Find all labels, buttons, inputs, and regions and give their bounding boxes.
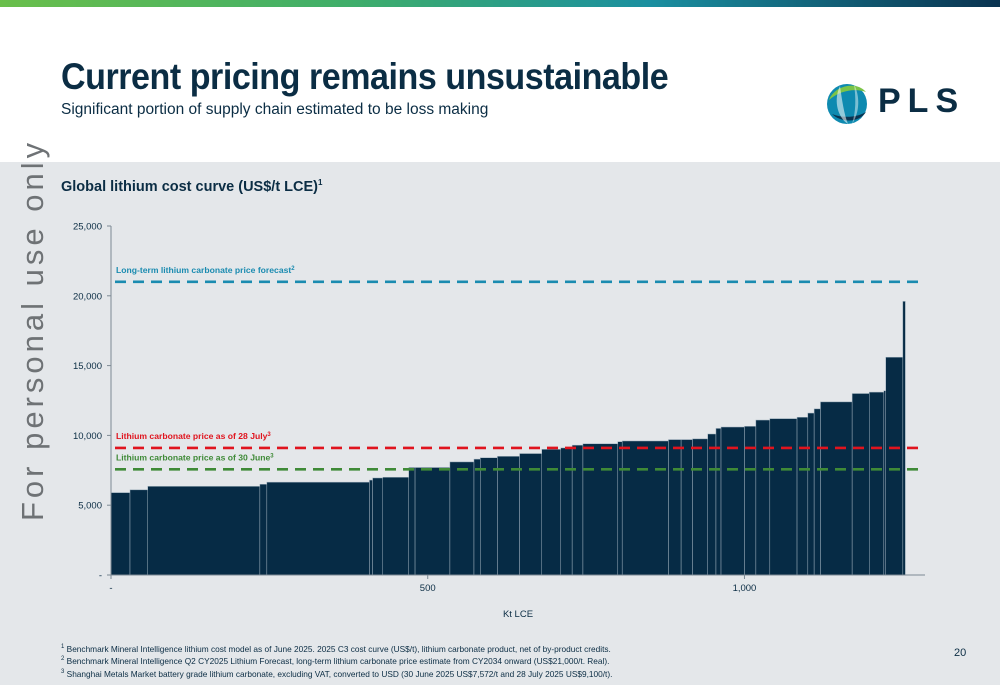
cost-bar-39 [902, 301, 906, 576]
x-tick-label: 1,000 [733, 583, 757, 594]
cost-bar-9 [408, 467, 416, 576]
cost-bar-37 [883, 390, 886, 576]
cost-bar-5 [266, 481, 370, 576]
page-number: 20 [954, 647, 967, 659]
x-tick-label: 500 [420, 583, 436, 594]
june-price-line-label: Lithium carbonate price as of 30 June3 [116, 452, 274, 462]
july-price-line-label: Lithium carbonate price as of 28 July3 [116, 431, 271, 441]
cost-bar-22 [668, 439, 682, 576]
y-tick-label: 20,000 [73, 291, 102, 302]
footnote-3: 3 Shanghai Metals Market battery grade l… [61, 668, 613, 679]
cost-bar-17 [560, 447, 573, 576]
cost-bar-38 [885, 356, 904, 576]
logo-text: PLS [878, 82, 966, 120]
cost-bar-8 [382, 477, 409, 576]
cost-bar-10 [414, 467, 451, 576]
cost-bar-29 [755, 419, 771, 576]
cost-bar-6 [369, 479, 373, 576]
forecast-price-line-label: Long-term lithium carbonate price foreca… [116, 265, 295, 275]
slide-subtitle: Significant portion of supply chain esti… [61, 101, 489, 118]
cost-bar-2 [129, 489, 148, 576]
top-gradient-bar [0, 0, 1000, 7]
cost-bar-12 [473, 458, 481, 576]
cost-bar-33 [813, 408, 821, 576]
x-tick-label: - [109, 583, 112, 594]
cost-bar-23 [680, 439, 693, 576]
cost-bar-36 [869, 391, 885, 576]
cost-bar-15 [519, 453, 543, 576]
chart-title-text: Global lithium cost curve (US$/t LCE) [61, 178, 319, 195]
globe-logo-icon [827, 84, 867, 124]
y-tick-label: 10,000 [73, 431, 102, 442]
cost-bar-20 [617, 441, 623, 576]
footnote-1: 1 Benchmark Mineral Intelligence lithium… [61, 643, 611, 654]
cost-bar-34 [820, 401, 853, 576]
cost-bar-11 [449, 461, 475, 576]
pls-logo: PLS [826, 78, 966, 130]
cost-bar-4 [259, 484, 268, 576]
cost-bar-3 [147, 486, 261, 576]
y-tick-label: 5,000 [78, 501, 102, 512]
chart-title-sup: 1 [318, 178, 323, 187]
x-axis-title: Kt LCE [503, 609, 533, 620]
slide-header [0, 7, 1000, 162]
cost-bar-18 [571, 444, 584, 576]
cost-bar-13 [480, 457, 498, 576]
cost-bar-21 [621, 440, 669, 576]
cost-bar-32 [807, 412, 815, 576]
cost-bar-26 [715, 428, 722, 576]
cost-bar-14 [497, 456, 520, 576]
cost-bar-24 [692, 438, 708, 576]
chart-title: Global lithium cost curve (US$/t LCE)1 [61, 178, 322, 195]
footnotes: 1 Benchmark Mineral Intelligence lithium… [61, 642, 612, 679]
cost-bar-31 [796, 417, 809, 576]
cost-bar-19 [582, 443, 619, 576]
y-tick-label: - [99, 571, 102, 582]
y-tick-label: 15,000 [73, 361, 102, 372]
cost-bar-7 [372, 477, 384, 576]
footnote-2: 2 Benchmark Mineral Intelligence Q2 CY20… [61, 656, 610, 667]
y-tick-label: 25,000 [73, 222, 102, 233]
cost-bar-35 [851, 393, 870, 576]
cost-bar-25 [707, 433, 717, 576]
cost-bar-1 [110, 492, 131, 576]
slide-title: Current pricing remains unsustainable [61, 56, 669, 97]
cost-bar-30 [769, 418, 798, 576]
